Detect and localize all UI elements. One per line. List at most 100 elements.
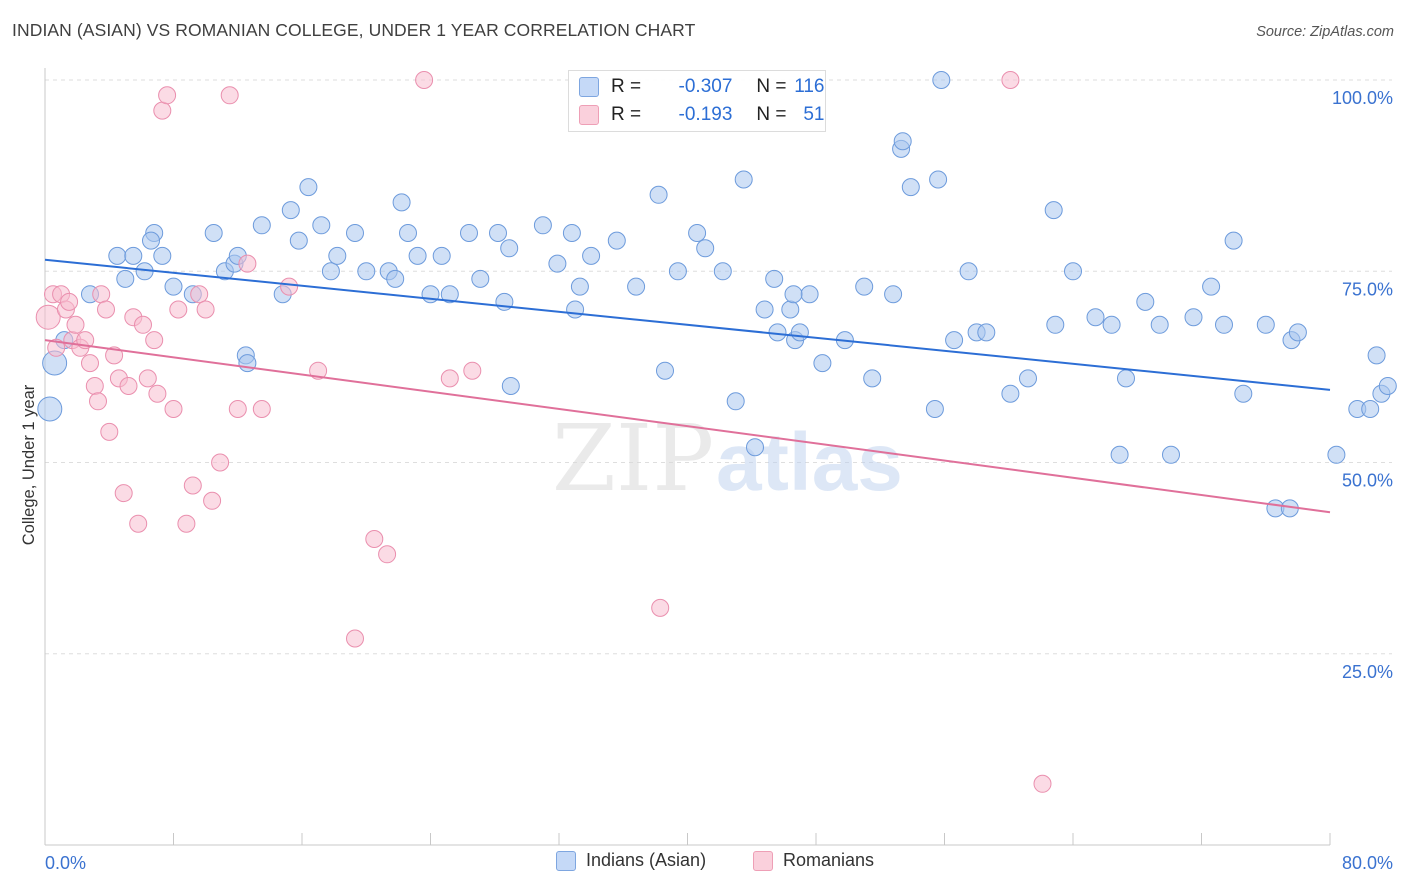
data-point <box>321 262 340 281</box>
trend-lines <box>44 258 1331 514</box>
data-point <box>100 422 119 441</box>
data-point <box>1367 346 1386 365</box>
data-point <box>1046 315 1065 334</box>
legend-item-romanians[interactable]: Romanians <box>753 850 874 871</box>
blue-swatch <box>579 77 599 97</box>
data-point <box>893 132 912 151</box>
data-point <box>119 377 138 395</box>
data-point <box>289 231 308 250</box>
x-tick-label: 80.0% <box>1342 853 1393 873</box>
data-point <box>35 304 61 330</box>
data-point <box>1001 71 1020 89</box>
source-credit: Source: ZipAtlas.com <box>1256 24 1394 40</box>
data-point <box>929 170 948 189</box>
data-point <box>959 262 978 281</box>
data-point <box>281 201 300 220</box>
y-axis-label: College, Under 1 year <box>20 384 38 545</box>
data-point <box>463 361 482 380</box>
data-point <box>1234 384 1253 403</box>
data-point <box>196 300 215 319</box>
data-point <box>415 71 434 89</box>
legend-item-indians[interactable]: Indians (Asian) <box>556 850 706 871</box>
data-point <box>688 224 707 242</box>
data-point <box>169 300 188 319</box>
data-point <box>153 246 172 265</box>
data-point <box>145 331 164 350</box>
data-point <box>460 224 478 242</box>
chart-title: INDIAN (ASIAN) VS ROMANIAN COLLEGE, UNDE… <box>12 20 696 40</box>
data-point <box>134 315 152 334</box>
data-point <box>781 300 800 319</box>
data-point <box>114 484 133 503</box>
data-point <box>138 369 157 388</box>
data-point <box>158 86 177 105</box>
series-indians-asian <box>37 71 1397 518</box>
data-point <box>66 315 85 334</box>
n-label: N = <box>756 76 787 97</box>
r-value: -0.193 <box>678 104 733 125</box>
data-point <box>668 262 687 281</box>
legend-label: Indians (Asian) <box>586 850 707 870</box>
data-point <box>203 491 222 510</box>
stats-row-indians: R = -0.307 N = 116 <box>579 73 825 101</box>
data-point <box>153 101 172 120</box>
y-tick-label: 25.0% <box>1342 662 1393 682</box>
data-point <box>183 476 202 495</box>
trend-line-romanians <box>44 339 1331 514</box>
data-point <box>489 224 507 242</box>
data-point <box>211 453 230 472</box>
data-point <box>925 400 944 418</box>
data-point <box>945 331 964 350</box>
data-point <box>124 246 143 265</box>
data-point <box>1064 262 1082 281</box>
bottom-legend: Indians (Asian) Romanians <box>0 850 1406 878</box>
data-point <box>884 285 903 304</box>
data-point <box>1378 377 1397 395</box>
axes <box>44 68 1331 846</box>
data-point <box>855 277 874 296</box>
r-label: R = <box>611 76 642 97</box>
data-point <box>649 185 668 204</box>
pink-swatch <box>579 105 599 125</box>
data-point <box>755 300 774 319</box>
data-point <box>1102 315 1121 334</box>
data-point <box>148 384 167 403</box>
data-point <box>129 514 148 533</box>
y-tick-label: 100.0% <box>1332 88 1393 108</box>
data-point <box>85 377 104 395</box>
r-value: -0.307 <box>678 76 733 97</box>
data-point <box>582 246 601 265</box>
data-point <box>164 400 183 418</box>
data-point <box>440 369 459 388</box>
data-point <box>164 277 183 296</box>
data-point <box>81 354 99 373</box>
data-point <box>312 216 331 235</box>
data-point <box>1019 369 1037 388</box>
data-point <box>220 86 239 105</box>
data-point <box>89 392 107 411</box>
data-point <box>765 269 784 288</box>
data-point <box>60 292 79 311</box>
n-label: N = <box>756 104 787 125</box>
tick-labels: 100.0% 75.0% 50.0% 25.0% 0.0% 80.0% <box>45 88 1393 873</box>
data-point <box>1327 445 1346 464</box>
data-point <box>562 224 581 242</box>
data-point <box>408 246 427 265</box>
blue-swatch <box>556 850 576 871</box>
data-point <box>47 338 66 357</box>
data-point <box>1256 315 1275 334</box>
data-point <box>1150 315 1169 334</box>
data-point <box>746 438 764 457</box>
data-point <box>548 254 567 273</box>
data-point <box>726 392 745 411</box>
data-point <box>105 346 124 365</box>
trend-line-indians <box>44 258 1331 391</box>
data-point <box>813 354 832 373</box>
data-point <box>734 170 753 189</box>
data-point <box>1117 369 1135 388</box>
data-point <box>365 530 384 548</box>
data-point <box>378 545 397 564</box>
watermark-zip: ZIP <box>552 405 714 512</box>
watermark-atlas: atlas <box>716 417 903 508</box>
n-value: 51 <box>803 104 825 125</box>
